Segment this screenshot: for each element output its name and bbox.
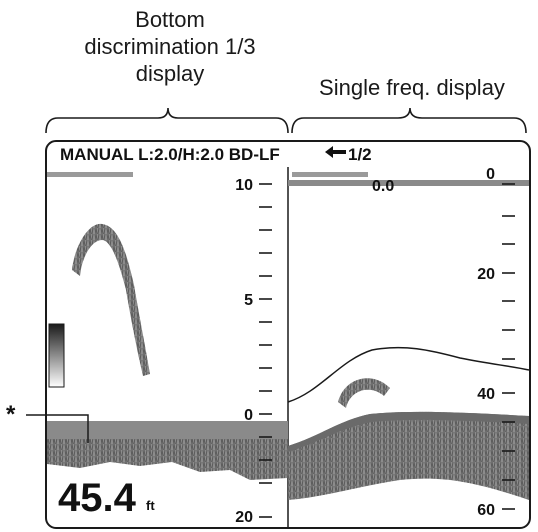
right-scale-label-20: 20 bbox=[477, 266, 495, 283]
arrow-left-icon bbox=[325, 146, 346, 158]
page-indicator: 1/2 bbox=[348, 145, 372, 164]
left-scale-label-10: 10 bbox=[235, 177, 253, 194]
fish-arc-echo bbox=[72, 223, 150, 376]
left-bottom-band bbox=[47, 421, 288, 439]
caption-line-2: discrimination 1/3 bbox=[84, 34, 256, 59]
annotation-leader bbox=[26, 414, 89, 443]
left-scale-label-0: 0 bbox=[244, 407, 253, 424]
left-scale-label-5: 5 bbox=[244, 292, 253, 309]
color-bar bbox=[48, 323, 65, 388]
right-scale-label-60: 60 bbox=[477, 502, 495, 519]
annotation-asterisk: * bbox=[6, 401, 16, 428]
left-scale-ticks bbox=[259, 183, 272, 518]
left-scale-label-20: 20 bbox=[235, 509, 253, 526]
right-scale-label-0: 0 bbox=[486, 166, 495, 183]
single-freq-caption: Single freq. display bbox=[319, 75, 505, 100]
depth-unit: ft bbox=[146, 498, 155, 513]
caption-line-1: Bottom bbox=[135, 7, 205, 32]
fish-school-echo bbox=[338, 378, 390, 408]
right-bottom-echo-top bbox=[288, 411, 529, 452]
left-brace bbox=[45, 107, 289, 134]
range-start-label: 0.0 bbox=[372, 178, 395, 195]
depth-readout: 45.4 bbox=[58, 476, 136, 520]
right-bottom-echo bbox=[288, 411, 529, 500]
zero-line-bar bbox=[288, 180, 529, 186]
right-range-bar-light bbox=[292, 172, 368, 177]
bottom-discrimination-caption: Bottom discrimination 1/3 display bbox=[40, 6, 300, 87]
right-brace bbox=[291, 107, 527, 134]
right-scale-ticks bbox=[502, 183, 515, 510]
caption-line-3: display bbox=[135, 61, 205, 86]
left-range-bar bbox=[47, 172, 133, 177]
mode-header: MANUAL L:2.0/H:2.0 BD-LF bbox=[60, 145, 280, 164]
bottom-contour-line bbox=[287, 346, 530, 403]
left-bottom-echo bbox=[47, 439, 288, 480]
right-scale-label-40: 40 bbox=[477, 386, 495, 403]
